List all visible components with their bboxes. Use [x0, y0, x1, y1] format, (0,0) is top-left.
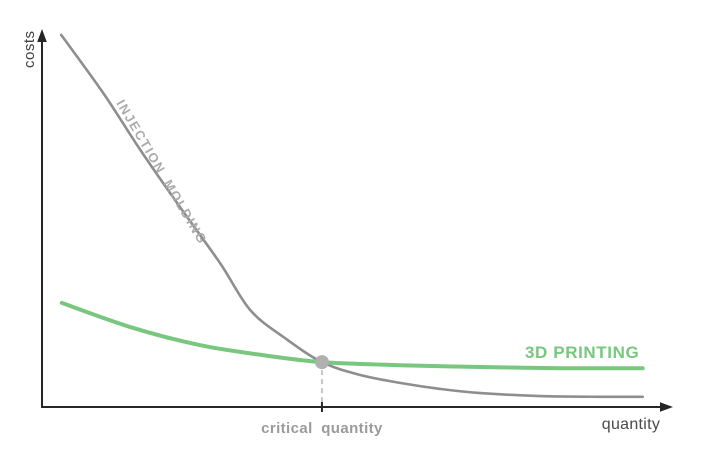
x-axis-label: quantity	[602, 416, 660, 433]
injection-molding-curve-label: INJECTION MOLDING	[113, 97, 210, 247]
x-axis-arrowhead-icon	[660, 402, 673, 412]
printing-3d-curve-label: 3D PRINTING	[525, 343, 639, 362]
y-axis-arrowhead-icon	[37, 29, 47, 42]
intersection-dot	[314, 355, 329, 370]
critical-quantity-label: critical quantity	[261, 420, 383, 437]
y-axis-label: costs	[21, 30, 38, 68]
